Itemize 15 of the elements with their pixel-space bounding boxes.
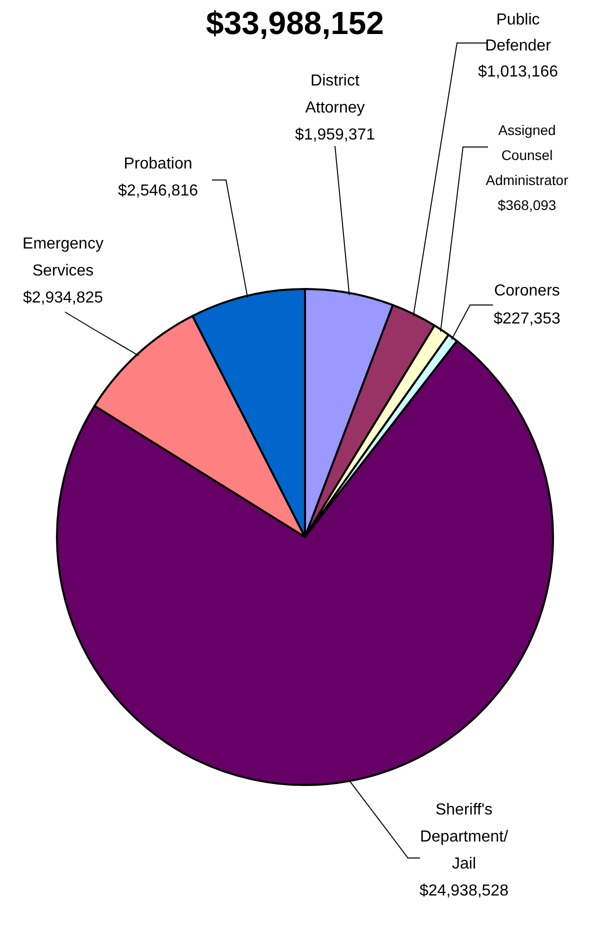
data-label: $1,013,166 — [478, 64, 558, 81]
data-label: $227,353 — [494, 310, 560, 328]
data-label: $2,546,816 — [118, 182, 198, 200]
chart-title: $33,988,152 — [206, 5, 384, 41]
slice-label: Public Defender — [485, 12, 552, 55]
data-label: $2,934,825 — [22, 290, 104, 307]
slice-label: Emergency Services — [22, 236, 104, 280]
slice-label: Sheriff's Department/ Jail — [420, 802, 509, 873]
slice-label: Assigned Counsel Administrator — [486, 122, 569, 188]
slice-label: Probation — [124, 156, 192, 173]
slice-label: Coroners — [494, 282, 560, 300]
data-label: $24,938,528 — [420, 882, 509, 900]
data-label: $368,093 — [498, 196, 556, 213]
data-label: $1,959,371 — [294, 126, 376, 144]
slice-label: District Attorney — [305, 72, 365, 117]
